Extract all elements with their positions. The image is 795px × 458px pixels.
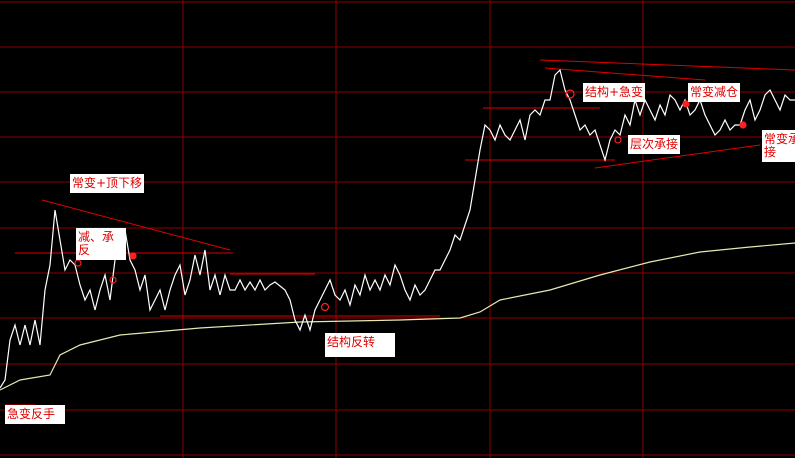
annotation: 常变减仓 <box>688 83 741 102</box>
annotation: 急变反手 <box>5 405 65 424</box>
markers <box>74 89 747 312</box>
annotation: 减、承 反 <box>76 228 126 260</box>
annotation: 层次承接 <box>628 135 681 154</box>
average-line <box>0 242 795 391</box>
annotation: 结构+急变 <box>583 83 646 102</box>
annotation: 常变承 接 <box>762 130 795 162</box>
annotation: 常变+顶下移 <box>70 174 145 193</box>
annotation: 结构反转 <box>325 333 395 357</box>
vertical-grid <box>182 0 644 458</box>
price-line <box>0 68 795 389</box>
